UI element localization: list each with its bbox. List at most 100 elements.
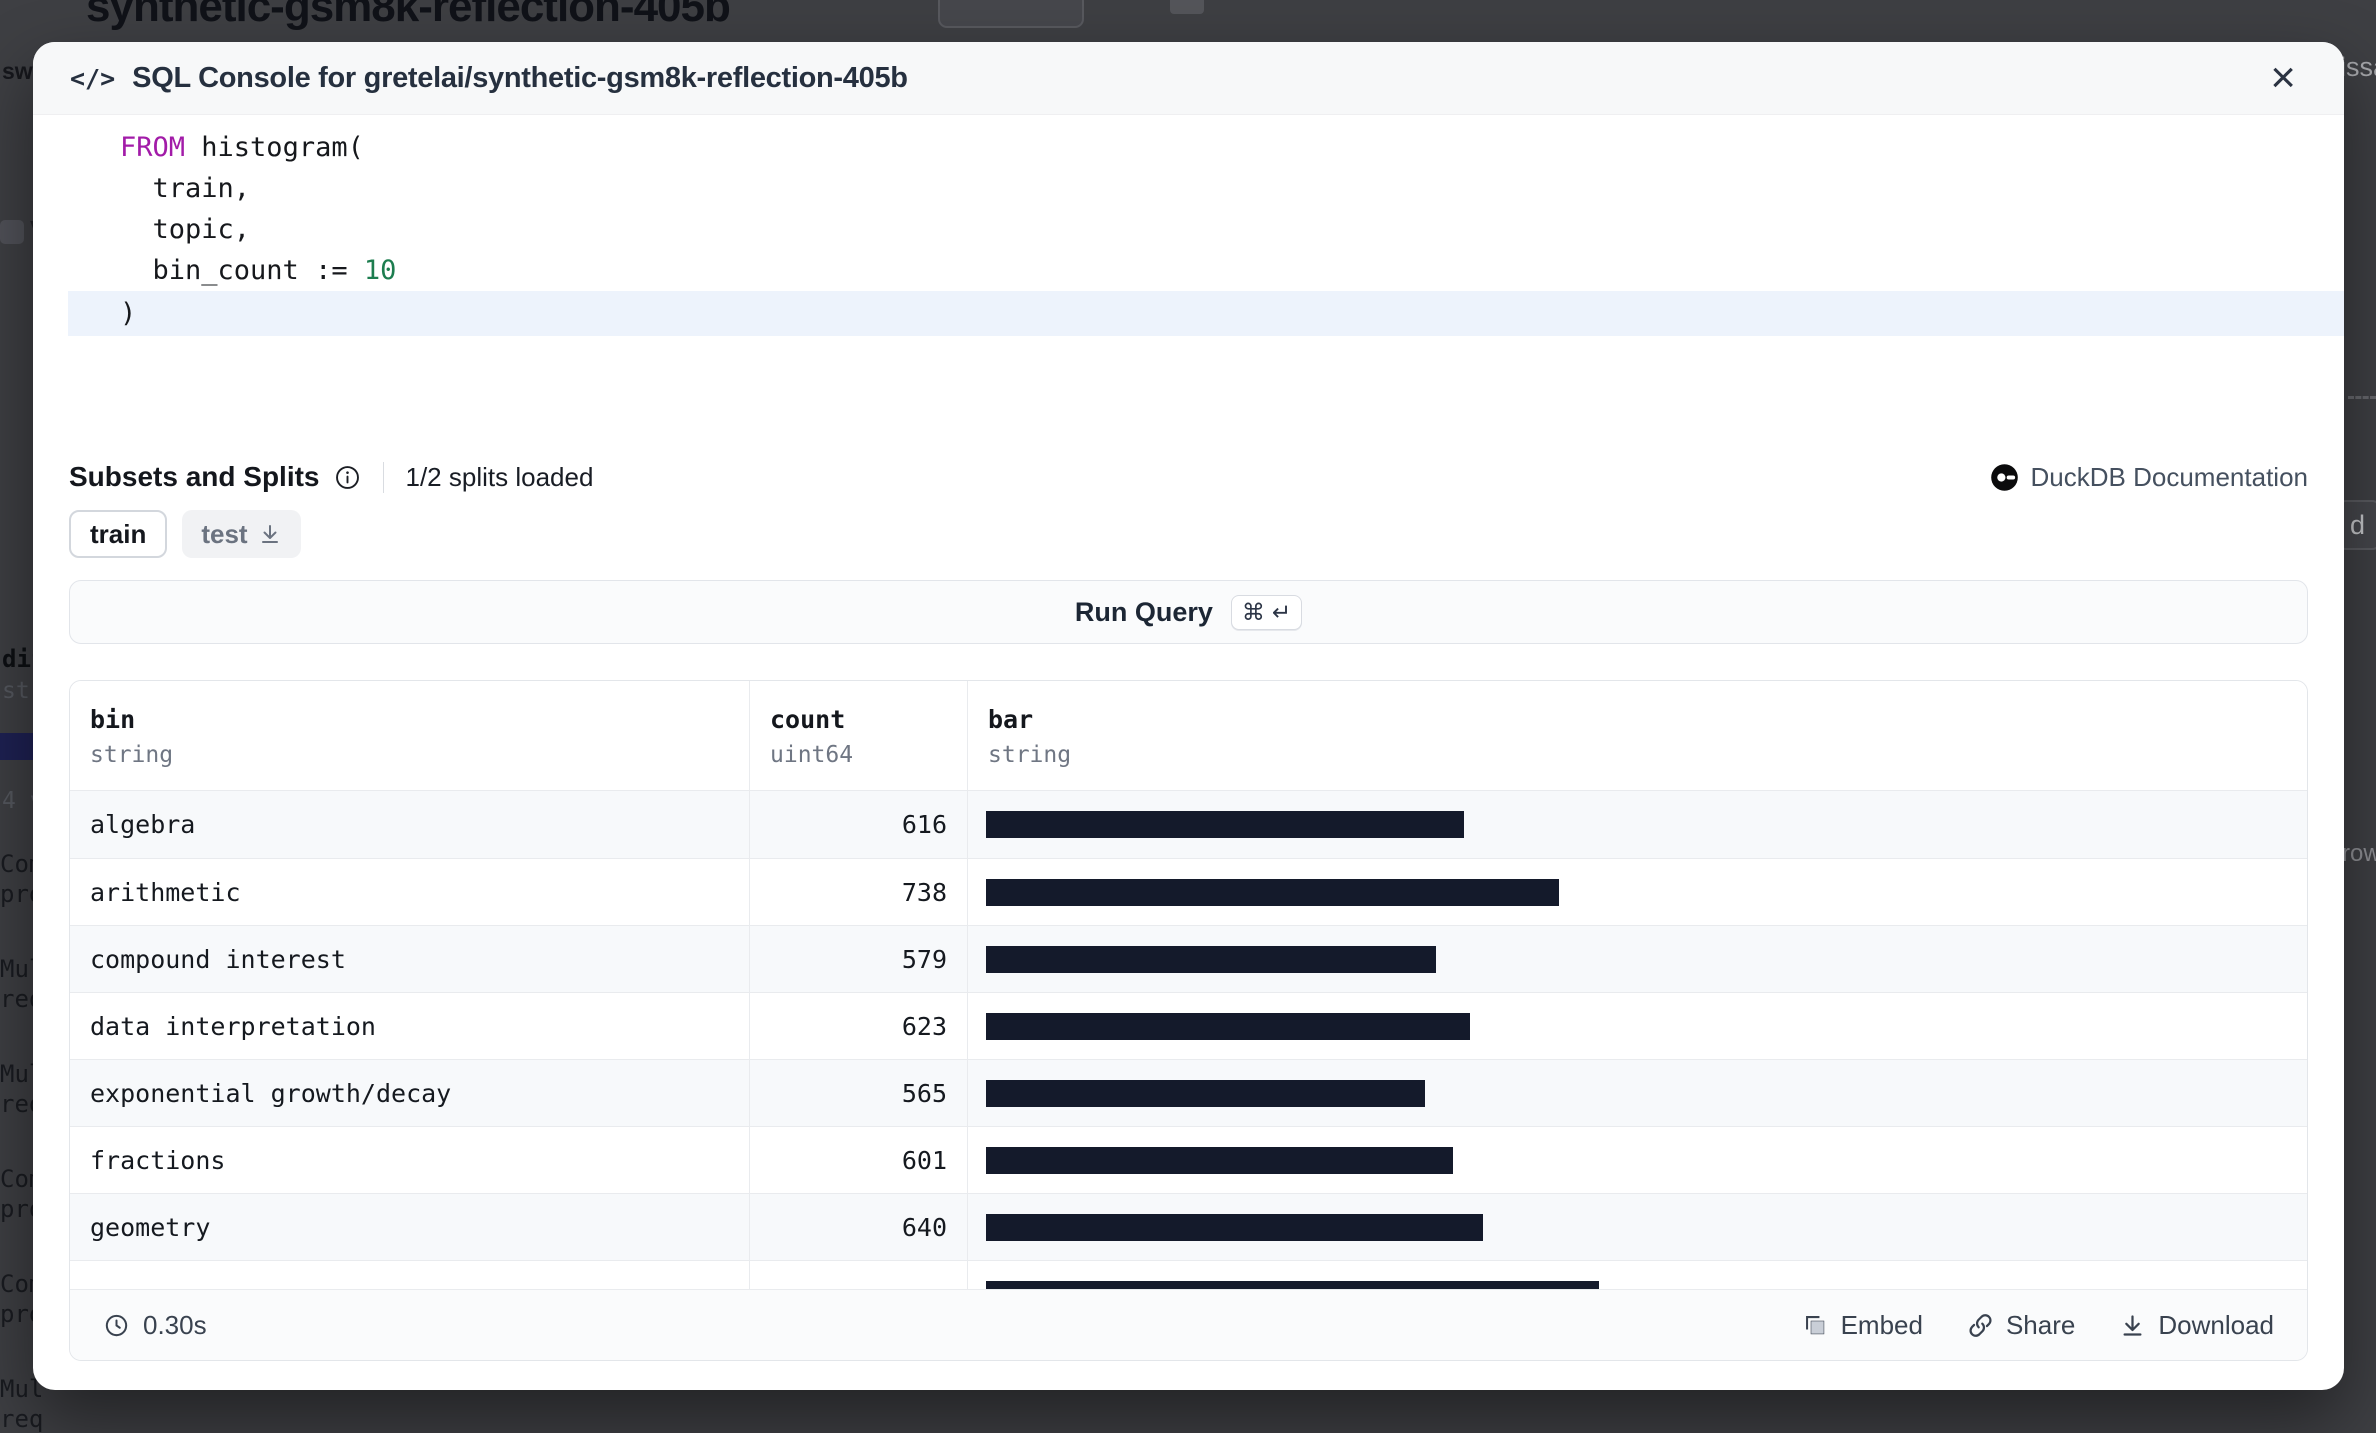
bin-cell: data interpretation — [90, 1011, 376, 1041]
bin-cell: geometry — [90, 1212, 211, 1242]
split-button-label: train — [90, 518, 147, 549]
duckdb-documentation-label: DuckDB Documentation — [2030, 461, 2308, 492]
bar-cell — [967, 1127, 2307, 1193]
histogram-bar — [986, 811, 1464, 838]
backdrop-fragment — [1170, 0, 1204, 14]
info-icon[interactable] — [334, 464, 361, 491]
column-type: string — [988, 742, 1072, 768]
action-label: Share — [2005, 1309, 2076, 1340]
download-icon — [258, 522, 282, 546]
count-cell: 738 — [749, 859, 967, 925]
action-label: Download — [2158, 1309, 2274, 1340]
download-icon — [2119, 1312, 2146, 1339]
results-footer: 0.30s Embed Share Download — [70, 1289, 2307, 1360]
modal-header: </> SQL Console for gretelai/synthetic-g… — [33, 42, 2344, 115]
query-results-panel: bin string count uint64 bar string algebra 616… — [69, 680, 2308, 1361]
column-name: count — [770, 705, 846, 734]
backdrop-fragment — [2348, 396, 2376, 399]
download-button[interactable]: Download — [2119, 1310, 2274, 1341]
run-query-button[interactable]: Run Query ⌘ ↵ — [69, 580, 2308, 644]
bin-cell: algebra — [90, 810, 196, 839]
sql-editor[interactable]: FROM histogram( train, topic, bin_count … — [33, 115, 2344, 336]
bar-cell — [967, 1194, 2307, 1260]
count-cell: 565 — [749, 1060, 967, 1126]
bin-cell: exponential growth/decay — [90, 1078, 452, 1108]
table-row: fractions 601 — [70, 1126, 2307, 1193]
action-label: Embed — [1840, 1309, 1923, 1340]
backdrop-fragment: synthetic-gsm8k-reflection-405b — [86, 0, 731, 31]
bar-cell — [967, 791, 2307, 858]
split-button-test[interactable]: test — [182, 510, 301, 558]
embed-icon — [1802, 1312, 1829, 1339]
split-button-train[interactable]: train — [69, 510, 168, 558]
bin-cell: compound interest — [90, 944, 346, 974]
clock-icon — [105, 1314, 128, 1336]
column-type: uint64 — [770, 742, 854, 768]
histogram-bar — [986, 1146, 1453, 1174]
table-row: data interpretation 623 — [70, 992, 2307, 1059]
histogram-bar — [986, 945, 1436, 973]
table-row: geometry 640 — [70, 1193, 2307, 1260]
backdrop-fragment — [938, 0, 1084, 28]
embed-button[interactable]: Embed — [1802, 1310, 1923, 1341]
editor-whitespace — [33, 336, 2344, 455]
duckdb-logo-icon — [1990, 463, 2018, 491]
backdrop-fragment — [0, 733, 37, 760]
code-line: topic, — [120, 214, 251, 245]
histogram-bar — [986, 1012, 1470, 1040]
histogram-bar — [986, 1079, 1425, 1107]
table-row: compound interest 579 — [70, 925, 2307, 992]
subsets-and-splits-heading: Subsets and Splits — [69, 461, 320, 492]
bar-cell — [967, 1060, 2307, 1126]
column-name: bar — [988, 705, 1034, 734]
enter-key-icon: ↵ — [1271, 598, 1292, 625]
split-buttons: train test — [33, 510, 2344, 558]
table-header-row: bin string count uint64 bar string — [70, 681, 2307, 791]
backdrop-fragment: row — [2342, 840, 2376, 867]
link-icon — [1967, 1312, 1994, 1339]
backdrop-fragment — [0, 220, 24, 244]
count-cell: 601 — [749, 1127, 967, 1193]
table-row: exponential growth/decay 565 — [70, 1059, 2307, 1126]
keyboard-shortcut-badge: ⌘ ↵ — [1230, 594, 1303, 630]
code-line: train, — [120, 173, 251, 204]
code-line: FROM histogram( — [120, 132, 364, 163]
backdrop-fragment: sw — [2, 58, 33, 84]
sql-console-modal: </> SQL Console for gretelai/synthetic-g… — [33, 42, 2344, 1390]
table-row: algebra 616 — [70, 791, 2307, 858]
bar-cell — [967, 993, 2307, 1059]
column-type: string — [90, 742, 174, 768]
table-row: arithmetic 738 — [70, 858, 2307, 925]
backdrop-fragment: req — [0, 1405, 44, 1433]
histogram-bar — [986, 878, 1559, 906]
cmd-key-icon: ⌘ — [1241, 598, 1265, 625]
duckdb-documentation-link[interactable]: DuckDB Documentation — [1990, 462, 2308, 493]
bar-cell — [967, 859, 2307, 925]
query-duration: 0.30s — [103, 1310, 207, 1341]
bin-cell: fractions — [90, 1145, 226, 1175]
table-body: algebra 616 arithmetic 738 compound interest… — [70, 791, 2307, 1327]
count-cell: 623 — [749, 993, 967, 1059]
column-header-count: count uint64 — [749, 681, 967, 790]
splits-loaded-status: 1/2 splits loaded — [405, 461, 594, 492]
column-header-bar: bar string — [967, 681, 2307, 790]
count-cell: 640 — [749, 1194, 967, 1260]
query-duration-label: 0.30s — [143, 1309, 207, 1340]
modal-title: SQL Console for gretelai/synthetic-gsm8k… — [132, 61, 908, 94]
vertical-divider — [382, 461, 384, 493]
code-line-active: ) — [68, 291, 2344, 336]
result-actions: Embed Share Download — [1802, 1310, 2274, 1341]
bin-cell: arithmetic — [90, 877, 241, 907]
histogram-bar — [986, 1213, 1483, 1241]
split-button-label: test — [201, 518, 248, 549]
subsets-and-splits-section: Subsets and Splits 1/2 splits loaded Duc… — [33, 455, 2344, 499]
close-icon[interactable]: × — [2270, 53, 2296, 102]
share-button[interactable]: Share — [1967, 1310, 2075, 1341]
code-icon: </> — [70, 63, 116, 93]
count-cell: 616 — [749, 791, 967, 858]
bar-cell — [967, 926, 2307, 992]
column-name: bin — [90, 705, 136, 734]
backdrop-fragment: issa — [2340, 52, 2376, 82]
code-line: bin_count := 10 — [120, 255, 397, 286]
count-cell: 579 — [749, 926, 967, 992]
